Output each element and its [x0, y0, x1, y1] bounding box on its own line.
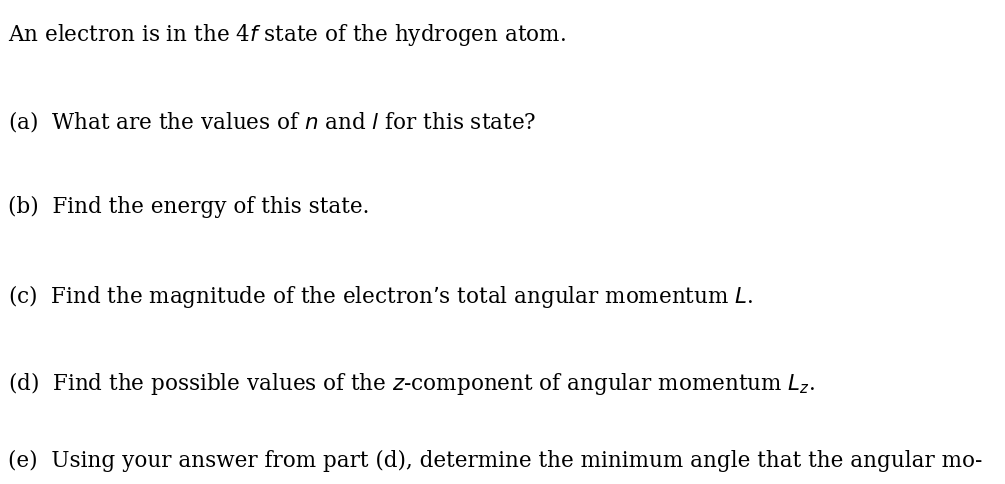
Text: (d)  Find the possible values of the $z$-component of angular momentum $L_z$.: (d) Find the possible values of the $z$-…	[8, 370, 815, 397]
Text: (a)  What are the values of $n$ and $l$ for this state?: (a) What are the values of $n$ and $l$ f…	[8, 109, 537, 134]
Text: (e)  Using your answer from part (d), determine the minimum angle that the angul: (e) Using your answer from part (d), det…	[8, 450, 983, 472]
Text: An electron is in the 4$f$ state of the hydrogen atom.: An electron is in the 4$f$ state of the …	[8, 22, 566, 48]
Text: (c)  Find the magnitude of the electron’s total angular momentum $L$.: (c) Find the magnitude of the electron’s…	[8, 283, 754, 310]
Text: (b)  Find the energy of this state.: (b) Find the energy of this state.	[8, 196, 370, 218]
